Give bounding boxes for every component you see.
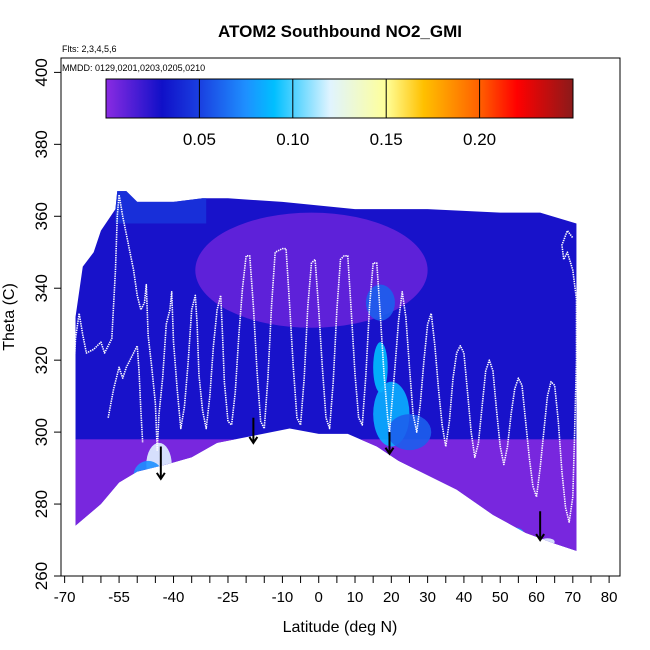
flights-annotation: Flts: 2,3,4,5,6 xyxy=(62,44,117,54)
y-tick-label: 380 xyxy=(32,130,51,158)
y-tick-label: 260 xyxy=(32,562,51,590)
x-axis-label: Latitude (deg N) xyxy=(283,619,398,636)
x-tick-label: 20 xyxy=(383,589,400,606)
colorbar: 0.05 0.10 0.15 0.20 xyxy=(105,78,574,149)
x-tick-label: 0 xyxy=(315,589,323,606)
y-tick-label: 340 xyxy=(32,274,51,302)
arrow-layer xyxy=(155,417,545,542)
x-tick-label: 40 xyxy=(456,589,473,606)
marker-arrow xyxy=(248,417,259,445)
flight-track xyxy=(72,193,578,523)
no2-enhancement xyxy=(485,520,501,532)
colorbar-tick-label: 0.05 xyxy=(183,130,216,149)
colorbar-tick-label: 0.15 xyxy=(370,130,403,149)
y-tick-label: 360 xyxy=(32,202,51,230)
date-annotation: MMDD: 0129,0201,0203,0205,0210 xyxy=(62,63,205,73)
marker-arrow xyxy=(384,432,395,456)
no2-enhancement xyxy=(365,284,395,321)
x-axis: -70 -55 -40 -25 -10 0 10 20 30 40 50 60 70 80 xyxy=(54,576,618,606)
curtain-lower-region xyxy=(75,439,577,551)
no2-enhancement xyxy=(498,527,524,539)
x-tick-label: -40 xyxy=(163,589,185,606)
chart-title: ATOM2 Southbound NO2_GMI xyxy=(218,22,462,41)
colorbar-tick-label: 0.20 xyxy=(463,130,496,149)
curtain-layer xyxy=(75,191,577,551)
x-tick-label: 10 xyxy=(347,589,364,606)
y-tick-label: 300 xyxy=(32,418,51,446)
x-tick-label: 80 xyxy=(601,589,618,606)
x-tick-label: 70 xyxy=(564,589,581,606)
y-tick-label: 280 xyxy=(32,490,51,518)
plot-frame xyxy=(60,57,621,577)
marker-arrow xyxy=(535,511,545,542)
x-tick-label: -55 xyxy=(108,589,130,606)
flight-track-secondary xyxy=(107,344,144,443)
no2-enhancement xyxy=(540,538,555,546)
colorbar-gradient xyxy=(105,78,574,119)
x-tick-label: 30 xyxy=(419,589,436,606)
no2-enhancement xyxy=(516,533,535,543)
x-tick-label: 50 xyxy=(492,589,509,606)
x-tick-label: -70 xyxy=(54,589,76,606)
x-tick-label: 60 xyxy=(528,589,545,606)
flight-track-layer xyxy=(72,193,578,523)
curtain-upper-block xyxy=(115,191,207,224)
marker-arrow xyxy=(155,446,166,481)
no2-enhancement xyxy=(387,414,432,451)
y-axis: 260 280 300 320 340 360 380 400 xyxy=(32,58,61,590)
x-tick-label: -25 xyxy=(217,589,239,606)
y-tick-label: 400 xyxy=(32,58,51,86)
y-tick-label: 320 xyxy=(32,346,51,374)
colorbar-tick-label: 0.10 xyxy=(276,130,309,149)
x-tick-label: -10 xyxy=(272,589,294,606)
y-axis-label: Theta (C) xyxy=(1,283,18,351)
